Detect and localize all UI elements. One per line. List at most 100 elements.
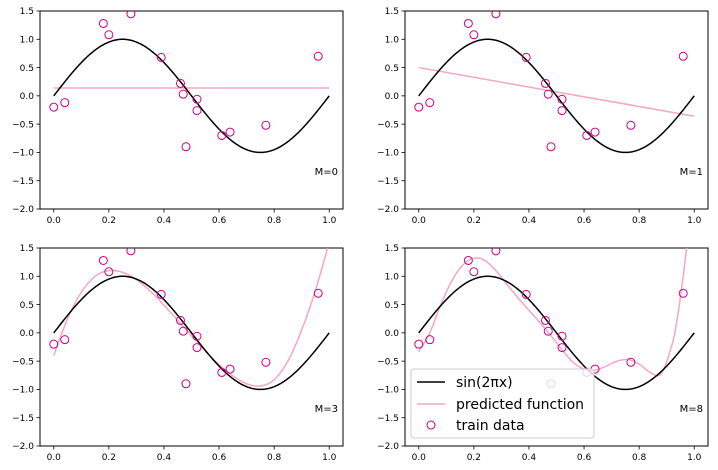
train-data-point <box>192 94 202 104</box>
y-axis-ticks: −2.0 −1.5 −1.0 −0.5 0.0 0.5 1.0 1.5 <box>12 244 40 452</box>
y-tick-label: 0.0 <box>20 92 35 102</box>
subplot-m1: 0.0 0.2 0.4 0.6 0.8 1.0 −2.0−1.5−1.0−0.50.00.… <box>377 7 709 226</box>
y-tick-label: −2.0 <box>377 442 399 452</box>
y-tick-label: 0.0 <box>385 329 400 339</box>
legend-swatch-train-data <box>426 420 436 430</box>
x-tick-label: 0.6 <box>577 216 592 226</box>
train-data-point <box>60 98 70 108</box>
y-tick-label: 1.5 <box>385 7 399 17</box>
y-tick-label: −1.5 <box>12 414 34 424</box>
train-data-point <box>181 142 191 152</box>
train-data-point <box>217 130 227 140</box>
train-data-point <box>557 106 567 116</box>
train-data-point <box>463 255 473 265</box>
train-data-point <box>126 11 136 19</box>
train-data-point <box>557 94 567 104</box>
train-data-point <box>178 89 188 99</box>
y-tick-label: 0.5 <box>385 301 399 311</box>
x-tick-label: 0.4 <box>522 453 537 463</box>
train-data-point <box>491 248 501 256</box>
x-tick-label: 0.6 <box>212 216 227 226</box>
subplot-m0: 0.0 0.2 0.4 0.6 0.8 1.0 −2.0−1.5−1.0−0.50.00.… <box>12 7 344 226</box>
train-data-point <box>678 288 688 298</box>
y-tick-label: 1.5 <box>20 7 34 17</box>
y-tick-label: 0.0 <box>20 329 35 339</box>
train-data-point <box>225 127 235 137</box>
y-tick-label: −2.0 <box>12 442 34 452</box>
x-tick-label: 0.4 <box>157 216 172 226</box>
y-tick-label: −0.5 <box>12 120 34 130</box>
y-tick-label: 1.0 <box>20 35 35 45</box>
train-data-point <box>104 267 114 277</box>
train-data-point <box>491 11 501 19</box>
x-tick-label: 1.0 <box>687 453 702 463</box>
plot-frame <box>39 247 344 447</box>
legend-label-true-function: sin(2πx) <box>456 375 513 391</box>
y-axis-ticks: −2.0 −1.5 −1.0 −0.5 0.0 0.5 1.0 1.5 <box>377 244 405 452</box>
x-tick-label: 1.0 <box>322 453 337 463</box>
y-tick-label: −2.0 <box>12 205 34 215</box>
train-data-point <box>590 127 600 137</box>
x-axis-ticks: 0.0 0.2 0.4 0.6 0.8 1.0 <box>47 446 337 463</box>
x-tick-label: 0.4 <box>157 453 172 463</box>
y-tick-label: −0.5 <box>12 357 34 367</box>
legend-label-train-data: train data <box>456 418 525 434</box>
train-data-point <box>60 335 70 345</box>
y-tick-label: −2.0 <box>377 205 399 215</box>
y-tick-label: −0.5 <box>377 357 399 367</box>
train-data-point <box>313 51 323 61</box>
train-data-point <box>626 357 636 367</box>
x-tick-label: 0.2 <box>467 453 481 463</box>
train-data-point <box>521 52 531 62</box>
y-axis-ticks: −2.0 −1.5 −1.0 −0.5 0.0 0.5 1.0 1.5 <box>12 7 40 215</box>
true-function-line <box>53 38 330 154</box>
true-function-line <box>418 38 695 154</box>
x-tick-label: 0.8 <box>267 216 282 226</box>
x-tick-label: 0.2 <box>102 453 116 463</box>
train-data-point <box>175 315 185 325</box>
train-data-point <box>546 142 556 152</box>
y-tick-label: −1.5 <box>377 414 399 424</box>
train-data-point <box>126 248 136 256</box>
train-data-point <box>414 102 424 112</box>
train-data-point <box>521 289 531 299</box>
plot-frame <box>39 10 344 210</box>
x-tick-label: 0.4 <box>522 216 537 226</box>
y-tick-label: −1.0 <box>377 149 399 159</box>
train-data-point <box>192 343 202 353</box>
train-data-point <box>49 339 59 349</box>
y-tick-label: −1.5 <box>12 177 34 187</box>
train-data-point <box>582 130 592 140</box>
x-tick-label: 0.2 <box>467 216 481 226</box>
train-data-point <box>626 120 636 130</box>
train-data-point <box>261 357 271 367</box>
train-data-point <box>175 78 185 88</box>
x-tick-label: 0.6 <box>212 453 227 463</box>
x-axis-ticks: 0.0 0.2 0.4 0.6 0.8 1.0 <box>47 209 337 226</box>
train-data-point <box>678 51 688 61</box>
y-axis-ticks: −2.0 −1.5 −1.0 −0.5 0.0 0.5 1.0 1.5 <box>377 7 405 215</box>
train-data-point <box>543 89 553 99</box>
predicted-function-line <box>418 66 695 117</box>
train-data-point <box>261 120 271 130</box>
train-data-points <box>49 11 323 152</box>
legend: sin(2πx) predicted function train data <box>410 368 595 439</box>
predicted-function-line <box>53 248 329 387</box>
x-tick-label: 0.0 <box>47 453 62 463</box>
train-data-point <box>181 379 191 389</box>
x-axis-ticks: 0.0 0.2 0.4 0.6 0.8 1.0 <box>412 446 702 463</box>
train-data-point <box>217 367 227 377</box>
y-tick-label: 0.0 <box>385 92 400 102</box>
y-tick-label: −1.0 <box>12 149 34 159</box>
true-function-line <box>53 275 330 391</box>
x-tick-label: 0.0 <box>47 216 62 226</box>
x-tick-label: 0.6 <box>577 453 592 463</box>
y-tick-label: −1.0 <box>377 386 399 396</box>
x-axis-ticks: 0.0 0.2 0.4 0.6 0.8 1.0 <box>412 209 702 226</box>
y-tick-label: 1.0 <box>385 272 400 282</box>
train-data-point <box>98 18 108 28</box>
x-tick-label: 1.0 <box>687 216 702 226</box>
train-data-point <box>469 267 479 277</box>
y-tick-label: 1.0 <box>385 35 400 45</box>
